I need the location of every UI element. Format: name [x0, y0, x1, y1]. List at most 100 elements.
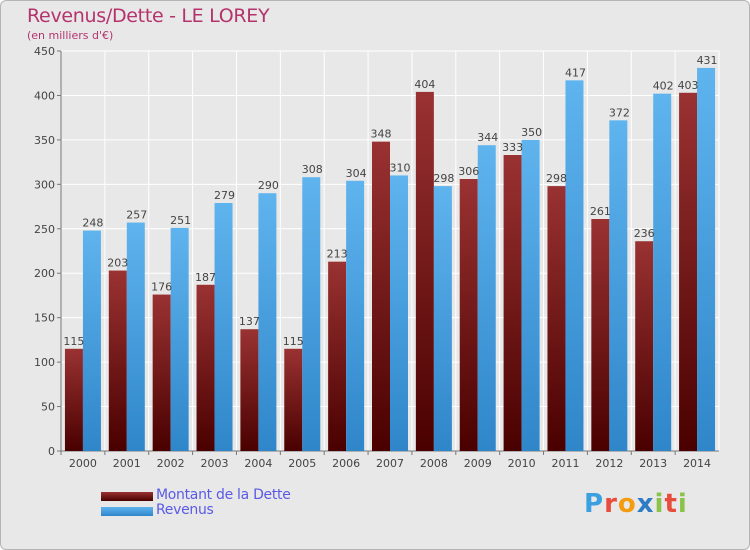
data-label-revenus: 248 — [82, 217, 103, 230]
chart-title: Revenus/Dette - LE LOREY — [27, 5, 270, 27]
chart-subtitle: (en milliers d'€) — [27, 29, 114, 42]
logo-letter: r — [604, 489, 618, 519]
logo-letter: P — [584, 489, 605, 519]
bar-dette — [635, 241, 654, 451]
x-tick-label: 2006 — [332, 457, 360, 470]
data-label-revenus: 417 — [565, 66, 586, 79]
y-tick-label: 150 — [34, 312, 55, 325]
bar-dette — [240, 329, 259, 451]
x-tick-label: 2001 — [113, 457, 141, 470]
y-tick-label: 300 — [34, 178, 55, 191]
logo-letter: x — [636, 489, 655, 519]
x-tick-label: 2010 — [508, 457, 536, 470]
y-tick-label: 50 — [41, 401, 55, 414]
bar-dette — [196, 284, 215, 451]
bar-revenus — [609, 120, 628, 451]
x-tick-label: 2012 — [595, 457, 623, 470]
data-label-dette: 348 — [371, 128, 392, 141]
axes: 0 50 100 150 200 250 300 350 400 450 2000 2001 2002 2… — [34, 45, 719, 470]
bar-dette — [284, 348, 303, 451]
logo-letter: i — [677, 489, 688, 519]
x-tick-label: 2008 — [420, 457, 448, 470]
legend-swatch-revenus — [101, 507, 153, 516]
x-tick-label: 2002 — [157, 457, 185, 470]
bar-revenus — [390, 175, 408, 451]
legend-label-revenus: Revenus — [156, 502, 214, 518]
data-label-revenus: 279 — [214, 189, 235, 202]
bar-revenus — [82, 230, 101, 451]
data-label-revenus: 257 — [126, 209, 147, 222]
y-tick-label: 450 — [34, 45, 55, 58]
data-label-dette: 333 — [502, 141, 523, 154]
data-label-revenus: 431 — [697, 54, 718, 67]
data-label-revenus: 290 — [258, 179, 279, 192]
data-label-dette: 236 — [634, 227, 655, 240]
bar-revenus — [433, 186, 452, 451]
data-label-revenus: 251 — [170, 214, 191, 227]
data-label-revenus: 350 — [521, 126, 542, 139]
x-tick-label: 2013 — [639, 457, 667, 470]
data-label-dette: 213 — [327, 248, 348, 261]
bar-revenus — [697, 67, 716, 451]
data-label-dette: 115 — [283, 335, 304, 348]
x-tick-label: 2004 — [244, 457, 272, 470]
data-label-dette: 261 — [590, 205, 611, 218]
bar-dette — [459, 179, 478, 451]
data-label-dette: 115 — [63, 335, 84, 348]
bar-dette — [152, 294, 171, 451]
y-tick-label: 0 — [48, 445, 55, 458]
x-tick-label: 2014 — [683, 457, 711, 470]
data-label-dette: 298 — [546, 172, 567, 185]
bar-dette — [64, 348, 83, 451]
data-label-dette: 176 — [151, 281, 172, 294]
bar-revenus — [170, 227, 189, 451]
bar-revenus — [477, 145, 496, 451]
bar-revenus — [653, 93, 672, 452]
data-label-revenus: 308 — [302, 163, 323, 176]
bar-revenus — [565, 80, 584, 451]
data-label-dette: 137 — [239, 315, 260, 328]
logo-letter: o — [617, 489, 637, 519]
data-label-dette: 306 — [458, 165, 479, 178]
legend-label-dette: Montant de la Dette — [156, 487, 291, 503]
x-tick-label: 2007 — [376, 457, 404, 470]
data-label-revenus: 344 — [477, 131, 498, 144]
logo-letter: i — [654, 489, 665, 519]
data-label-dette: 203 — [107, 257, 128, 270]
y-tick-label: 100 — [34, 356, 55, 369]
y-tick-label: 400 — [34, 89, 55, 102]
legend-swatch-dette — [101, 492, 153, 501]
bar-dette — [547, 186, 566, 451]
x-tick-label: 2003 — [201, 457, 229, 470]
data-label-revenus: 304 — [346, 167, 367, 180]
bar-revenus — [214, 203, 233, 451]
bar-dette — [503, 155, 522, 451]
proxiti-logo: Proxiti — [584, 489, 688, 519]
bar-dette — [328, 261, 347, 451]
bar-dette — [372, 141, 390, 451]
data-label-dette: 404 — [414, 78, 435, 91]
bar-dette — [108, 270, 127, 451]
bar-revenus — [346, 180, 365, 451]
bars — [64, 67, 716, 452]
y-tick-label: 350 — [34, 134, 55, 147]
x-tick-label: 2011 — [551, 457, 579, 470]
x-tick-label: 2005 — [288, 457, 316, 470]
bar-dette — [415, 91, 434, 451]
bar-revenus — [258, 193, 277, 451]
x-tick-label: 2000 — [69, 457, 97, 470]
x-tick-label: 2009 — [464, 457, 492, 470]
bar-revenus — [302, 177, 321, 451]
y-tick-label: 250 — [34, 223, 55, 236]
data-label-dette: 403 — [678, 79, 699, 92]
bar-revenus — [126, 222, 145, 451]
data-label-revenus: 372 — [609, 106, 630, 119]
data-labels: 115 248 203 257 176 251 187 279 137 290 115 308 213 3… — [63, 54, 717, 348]
logo-letter: t — [664, 489, 678, 519]
data-label-revenus: 298 — [433, 172, 454, 185]
data-label-dette: 187 — [195, 271, 216, 284]
y-tick-label: 200 — [34, 267, 55, 280]
data-label-revenus: 402 — [653, 80, 674, 93]
